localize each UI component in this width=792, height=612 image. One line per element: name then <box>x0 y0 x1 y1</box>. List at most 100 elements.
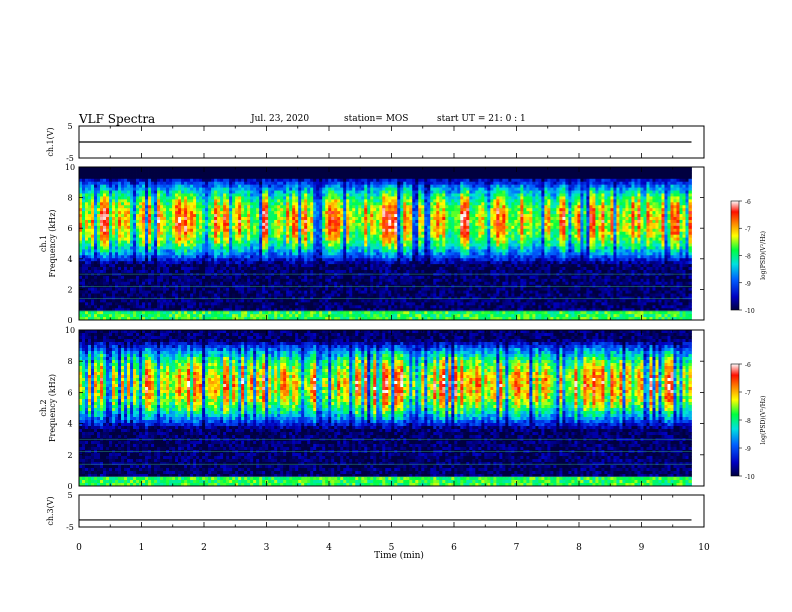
psd-cell <box>307 261 311 265</box>
psd-cell <box>220 172 224 177</box>
psd-cell <box>118 281 122 286</box>
psd-cell <box>316 190 320 194</box>
psd-cell <box>328 308 332 312</box>
psd-cell <box>148 225 152 230</box>
psd-cell <box>169 267 173 271</box>
psd-cell <box>298 225 302 230</box>
psd-cell <box>133 190 137 194</box>
psd-cell <box>133 178 137 183</box>
psd-cell <box>289 308 293 312</box>
psd-cell <box>115 205 119 209</box>
psd-cell <box>304 214 308 218</box>
psd-cell <box>334 293 338 297</box>
psd-cell <box>319 275 323 280</box>
psd-cell <box>277 252 281 256</box>
psd-cell <box>220 199 224 203</box>
psd-cell <box>298 222 302 227</box>
psd-cell <box>310 184 314 188</box>
psd-cell <box>205 308 209 312</box>
psd-cell <box>235 217 239 221</box>
psd-cell <box>271 181 275 186</box>
psd-cell <box>331 228 335 233</box>
psd-cell <box>274 287 278 291</box>
psd-cell <box>121 299 125 303</box>
psd-cell <box>337 222 341 227</box>
psd-cell <box>343 302 347 306</box>
psd-cell <box>349 261 353 265</box>
psd-cell <box>220 311 224 315</box>
psd-cell <box>127 290 131 294</box>
psd-cell <box>313 172 317 177</box>
psd-cell <box>355 178 359 183</box>
psd-cell <box>97 255 101 259</box>
psd-cell <box>301 308 305 312</box>
psd-cell <box>160 237 164 241</box>
psd-cell <box>301 237 305 241</box>
psd-cell <box>166 293 170 297</box>
psd-cell <box>316 214 320 218</box>
psd-cell <box>274 167 278 171</box>
psd-cell <box>334 196 338 200</box>
psd-cell <box>124 199 128 203</box>
psd-cell <box>235 178 239 183</box>
psd-cell <box>166 202 170 206</box>
psd-cell <box>268 190 272 194</box>
psd-cell <box>316 296 320 300</box>
psd-cell <box>130 231 134 236</box>
psd-cell <box>109 211 113 215</box>
psd-cell <box>346 172 350 177</box>
psd-cell <box>268 272 272 277</box>
psd-cell <box>145 308 149 312</box>
psd-cell <box>118 249 122 253</box>
psd-cell <box>280 178 284 183</box>
psd-cell <box>118 199 122 203</box>
psd-cell <box>169 287 173 291</box>
psd-cell <box>130 196 134 200</box>
psd-cell <box>169 225 173 230</box>
psd-cell <box>175 269 179 274</box>
psd-cell <box>298 314 302 318</box>
psd-cell <box>109 281 113 286</box>
psd-cell <box>121 169 125 174</box>
psd-cell <box>109 246 113 250</box>
psd-cell <box>148 184 152 188</box>
psd-cell <box>142 187 146 191</box>
psd-cell <box>301 208 305 212</box>
psd-cell <box>208 202 212 206</box>
psd-cell <box>217 240 221 244</box>
psd-cell <box>100 246 104 250</box>
psd-cell <box>202 175 206 180</box>
psd-cell <box>193 219 197 224</box>
psd-cell <box>187 193 191 197</box>
psd-cell <box>292 281 296 286</box>
psd-cell <box>232 231 236 236</box>
psd-cell <box>133 299 137 303</box>
psd-cell <box>289 211 293 215</box>
psd-cell <box>274 243 278 247</box>
psd-cell <box>271 169 275 174</box>
psd-cell <box>358 231 362 236</box>
psd-cell <box>340 178 344 183</box>
psd-cell <box>259 275 263 280</box>
psd-cell <box>289 240 293 244</box>
psd-cell <box>85 199 89 203</box>
psd-cell <box>313 287 317 291</box>
psd-cell <box>268 240 272 244</box>
psd-cell <box>250 255 254 259</box>
psd-cell <box>139 222 143 227</box>
psd-cell <box>97 252 101 256</box>
psd-cell <box>154 231 158 236</box>
psd-cell <box>91 278 95 283</box>
psd-cell <box>124 181 128 186</box>
psd-cell <box>262 246 266 250</box>
psd-cell <box>142 258 146 262</box>
psd-cell <box>148 172 152 177</box>
psd-cell <box>352 281 356 286</box>
psd-cell <box>169 199 173 203</box>
psd-cell <box>211 252 215 256</box>
psd-cell <box>319 217 323 221</box>
psd-cell <box>241 178 245 183</box>
psd-cell <box>193 252 197 256</box>
psd-cell <box>136 187 140 191</box>
psd-cell <box>292 302 296 306</box>
